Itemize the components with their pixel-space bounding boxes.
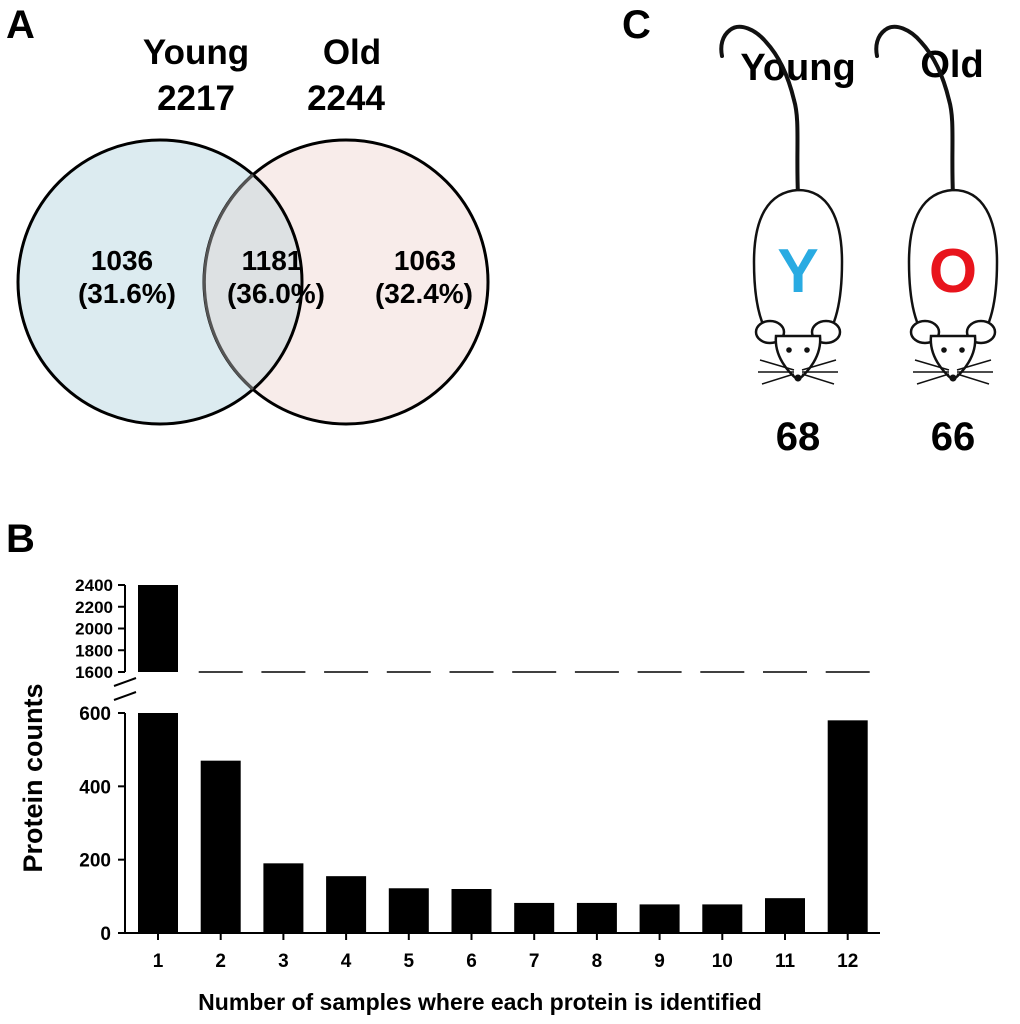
bar-10: [702, 904, 743, 933]
bar-11: [765, 898, 805, 933]
young-mouse-letter: Y: [777, 237, 818, 306]
bar-1-upper: [138, 585, 178, 672]
x-tick-label: 7: [529, 951, 540, 972]
lower-tick-label: 0: [100, 924, 111, 945]
young-mouse-count: 68: [776, 415, 821, 459]
bar-12: [827, 720, 868, 933]
bar-7: [514, 902, 555, 933]
x-tick-label: 10: [712, 951, 733, 972]
panel-letter-b: B: [6, 517, 35, 561]
venn-young-total: 2217: [157, 79, 235, 118]
young-mouse-label: Young: [740, 47, 855, 89]
venn-young-unique-count: 1036: [91, 245, 153, 276]
panel-letter-a: A: [6, 3, 35, 47]
x-tick-label: 11: [775, 951, 796, 972]
bar-4: [326, 876, 367, 933]
bar-5: [388, 888, 429, 933]
lower-y-ticks: 0 200 400 600: [79, 704, 125, 945]
lower-tick-label: 600: [79, 704, 111, 725]
lower-tick-label: 200: [79, 851, 111, 872]
bar-9: [639, 904, 680, 933]
venn-young-label: Young: [143, 33, 249, 72]
upper-tick-label: 2200: [75, 598, 113, 617]
venn-young-unique-pct: (31.6%): [78, 278, 176, 309]
x-tick-label: 12: [837, 951, 858, 972]
upper-y-ticks: 1600 1800 2000 2200 2400: [75, 576, 125, 682]
x-tick-label: 4: [341, 951, 352, 972]
upper-tick-label: 2000: [75, 620, 113, 639]
x-axis-label: Number of samples where each protein is …: [198, 989, 762, 1015]
x-tick-label: 2: [215, 951, 226, 972]
venn-overlap-pct: (36.0%): [227, 278, 325, 309]
y-axis-label: Protein counts: [18, 683, 48, 872]
venn-old-total: 2244: [307, 79, 385, 118]
x-tick-label: 1: [153, 951, 164, 972]
venn-overlap-count: 1181: [242, 245, 303, 276]
upper-tick-label: 2400: [75, 576, 113, 595]
venn-old-unique-pct: (32.4%): [375, 278, 473, 309]
old-mouse-count: 66: [931, 415, 976, 459]
x-tick-label: 8: [592, 951, 603, 972]
old-mouse: Old O 66: [874, 24, 999, 459]
bar-3: [263, 863, 304, 933]
bar-6: [451, 889, 492, 933]
x-tick-label: 5: [404, 951, 415, 972]
old-mouse-letter: O: [929, 237, 977, 306]
bar-2: [200, 760, 241, 933]
axis-break-marks: [113, 677, 137, 701]
bar-8: [576, 902, 617, 933]
lower-tick-label: 400: [79, 777, 111, 798]
bar-1-lower: [138, 713, 178, 933]
upper-tick-label: 1600: [75, 663, 113, 682]
upper-tick-label: 1800: [75, 641, 113, 660]
panel-letter-c: C: [622, 3, 651, 47]
venn-old-label: Old: [323, 33, 381, 72]
x-tick-label: 9: [654, 951, 665, 972]
x-tick-labels: 1 2 3 4 5 6 7 8 9 10 11 12: [153, 933, 858, 972]
old-mouse-label: Old: [920, 44, 983, 86]
venn-overlap-region: [204, 140, 302, 424]
venn-old-unique-count: 1063: [394, 245, 456, 276]
x-tick-label: 6: [466, 951, 477, 972]
young-mouse: Young Y 68: [719, 24, 856, 459]
x-tick-label: 3: [278, 951, 289, 972]
bars: [138, 585, 868, 933]
venn-diagram: Young 2217 Old 2244 1036 (31.6%) 1181 (3…: [16, 33, 490, 426]
